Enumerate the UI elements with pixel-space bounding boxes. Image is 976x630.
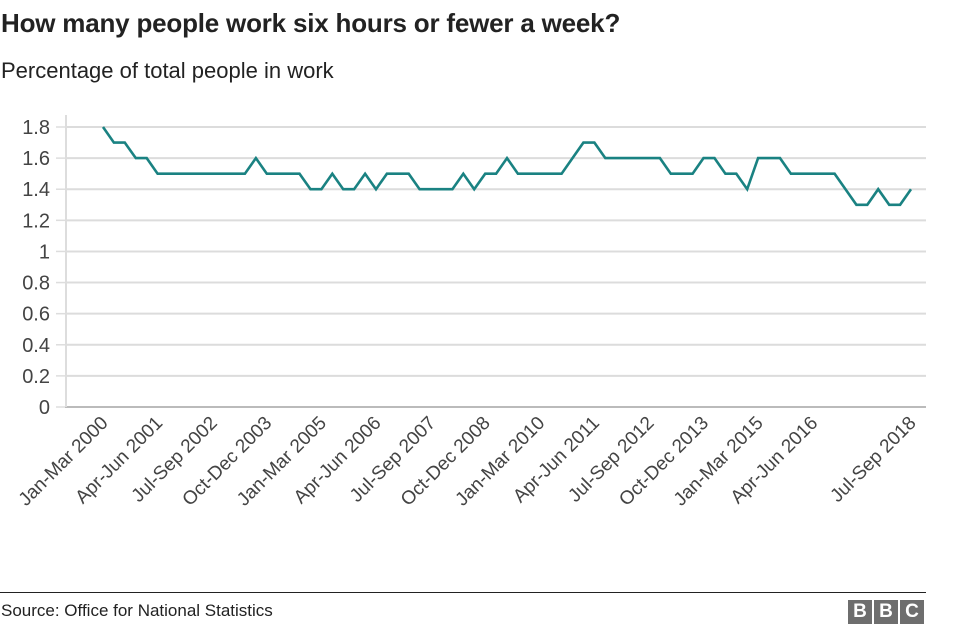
footer-divider [0,592,926,593]
bbc-logo: B B C [848,600,924,624]
gridlines [66,126,926,377]
chart-subtitle: Percentage of total people in work [1,58,334,83]
source-note: Source: Office for National Statistics [1,601,273,620]
y-tick-label: 0.4 [22,335,50,357]
logo-letter: B [848,600,872,624]
series-line [101,126,913,207]
y-tick-label: 1.4 [22,179,50,201]
chart-title: How many people work six hours or fewer … [1,8,621,38]
y-tick-label: 1 [39,241,50,263]
y-tick-label: 0 [39,397,50,419]
y-tick-label: 1.6 [22,148,50,170]
logo-letter: B [874,600,898,624]
x-tick-label: Jul-Sep 2018 [827,413,921,507]
line-chart: 0 0.2 0.4 0.6 0.8 1 1.2 1.4 1.6 1.8 Jan-Mar 2000A… [15,115,926,511]
y-axis: 0 0.2 0.4 0.6 0.8 1 1.2 1.4 1.6 1.8 [22,117,66,419]
logo-letter: C [900,600,924,624]
y-tick-label: 0.6 [22,304,50,326]
y-tick-label: 1.2 [22,210,50,232]
y-tick-label: 0.2 [22,366,50,388]
y-tick-label: 1.8 [22,117,50,139]
y-tick-label: 0.8 [22,273,50,295]
